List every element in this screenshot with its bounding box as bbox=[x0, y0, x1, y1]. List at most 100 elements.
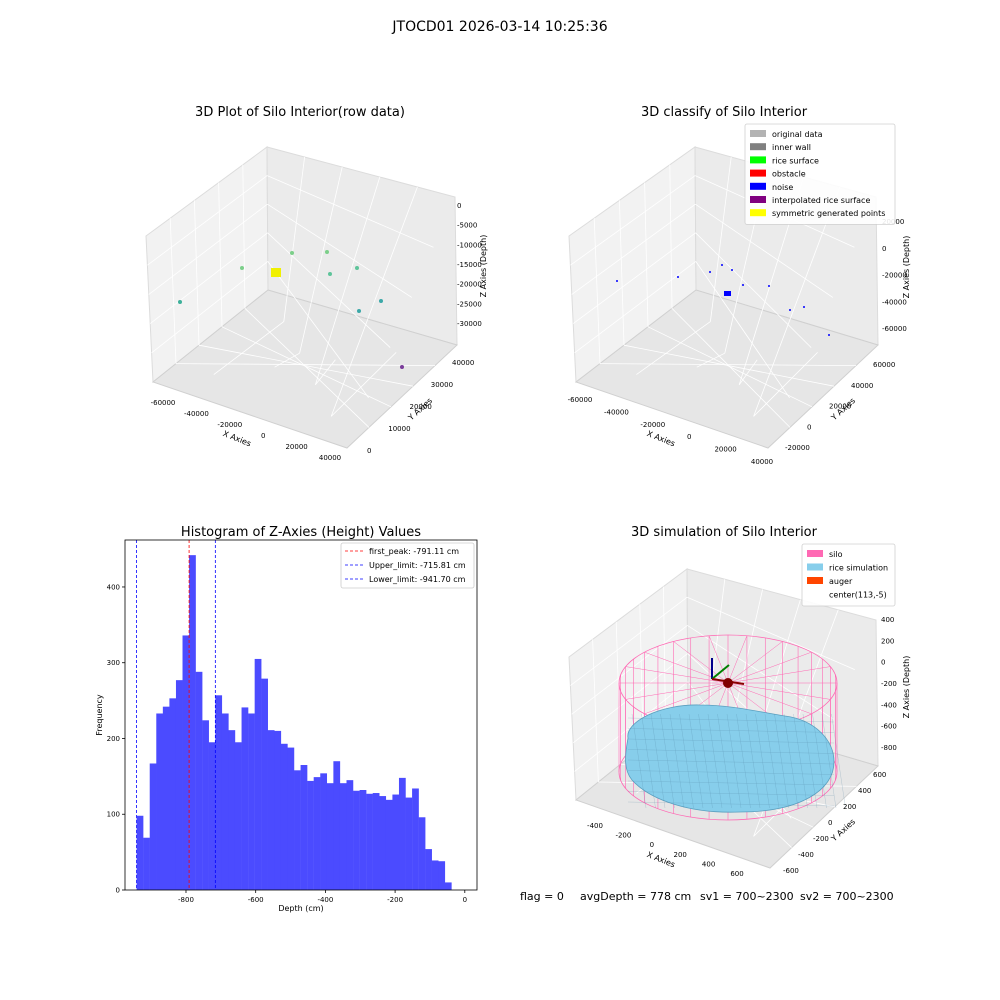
classify-floor-pane bbox=[574, 289, 879, 449]
histogram-legend-frame bbox=[340, 542, 475, 589]
grid-line bbox=[663, 586, 666, 729]
grid-line bbox=[570, 596, 688, 686]
z-tick-label: -40000 bbox=[882, 298, 907, 306]
simulation-legend: silo rice simulation auger center(113,-5) bbox=[801, 543, 896, 607]
grid-line bbox=[299, 166, 343, 354]
classify-legend-swatch bbox=[750, 182, 766, 190]
silo-roof-line bbox=[625, 682, 729, 700]
classify-point bbox=[803, 306, 805, 308]
classify-legend-swatch bbox=[750, 196, 766, 203]
silo-roof-line bbox=[727, 641, 783, 684]
histogram-bar bbox=[385, 799, 393, 890]
grid-line bbox=[593, 218, 601, 364]
simulation-legend-label: center(113,-5) bbox=[829, 591, 887, 600]
histogram-bar bbox=[431, 860, 439, 890]
histogram-bar bbox=[136, 815, 144, 890]
histogram-y-ticks: 0 100 200 300 400 bbox=[107, 583, 125, 895]
grid-line bbox=[738, 359, 758, 386]
x-tick-label: 600 bbox=[730, 870, 743, 878]
x-tick-label: -400 bbox=[587, 822, 603, 830]
simulation-legend-label: rice simulation bbox=[829, 564, 888, 573]
z-tick-label: 400 bbox=[881, 616, 894, 624]
grid-line bbox=[330, 186, 418, 417]
classify-point-cluster bbox=[724, 291, 731, 296]
classify-legend-label: interpolated rice surface bbox=[772, 196, 870, 205]
rice-mesh-line bbox=[627, 738, 835, 744]
histogram-x-ticks: -800 -600 -400 -200 0 bbox=[178, 890, 467, 904]
grid-line bbox=[149, 232, 268, 324]
histogram-bar bbox=[326, 783, 334, 890]
x-tick-label: 0 bbox=[650, 841, 654, 849]
histogram-bar bbox=[202, 720, 209, 890]
y-tick-label: 400 bbox=[858, 787, 871, 795]
histogram-bar bbox=[379, 796, 387, 890]
raw-point bbox=[379, 299, 383, 303]
y-tick-label: 600 bbox=[873, 771, 886, 779]
raw-plot-title: 3D Plot of Silo Interior(row data) bbox=[195, 105, 405, 120]
z-tick-label: -5000 bbox=[457, 222, 477, 230]
rice-mesh-line bbox=[745, 713, 761, 809]
histogram-bar bbox=[149, 763, 157, 890]
classify-legend-swatch bbox=[750, 169, 766, 177]
raw-x-axis-label: X Axies bbox=[222, 429, 253, 448]
simulation-z-axis-label: Z Axies (Depth) bbox=[902, 656, 911, 719]
rice-mesh-line bbox=[717, 713, 732, 809]
x-tick-label: 40000 bbox=[319, 454, 341, 462]
classify-legend-swatch bbox=[750, 209, 766, 217]
classify-legend-swatch bbox=[750, 143, 766, 151]
status-flag: flag = 0 bbox=[520, 890, 564, 903]
simulation-legend-swatch bbox=[807, 550, 823, 557]
rice-mesh-line bbox=[764, 713, 780, 809]
z-tick-label: -30000 bbox=[457, 320, 482, 328]
histogram-bar bbox=[405, 797, 413, 890]
raw-gridlines bbox=[147, 156, 436, 428]
histogram-bar bbox=[307, 780, 314, 890]
grid-line bbox=[696, 352, 725, 368]
y-tick-label: 10000 bbox=[388, 425, 410, 433]
histogram-bar bbox=[280, 743, 288, 890]
y-tick-label: 20000 bbox=[829, 403, 851, 411]
grid-line bbox=[695, 261, 790, 399]
grid-line bbox=[194, 200, 200, 346]
y-tick-label: 40000 bbox=[851, 382, 873, 390]
histogram-bar bbox=[274, 730, 282, 890]
rice-mesh-line bbox=[707, 713, 723, 809]
x-tick-label: 0 bbox=[687, 433, 691, 441]
histogram-panel: Histogram of Z-Axies (Height) Values -80… bbox=[95, 525, 478, 913]
rice-simulation-mesh bbox=[627, 713, 846, 809]
z-tick-label: -25000 bbox=[457, 300, 482, 308]
histogram-legend-label: Lower_limit: -941.70 cm bbox=[369, 575, 466, 584]
x-tick-label: 20000 bbox=[285, 443, 307, 451]
grid-line bbox=[147, 175, 268, 266]
z-tick-label: -200 bbox=[881, 680, 897, 688]
classify-legend-swatch bbox=[750, 156, 766, 164]
grid-line bbox=[274, 352, 300, 368]
histogram-title: Histogram of Z-Axies (Height) Values bbox=[181, 525, 421, 540]
rice-mesh-line bbox=[831, 713, 846, 809]
x-tick-label: 400 bbox=[702, 860, 715, 868]
simulation-3d-panel: 3D simulation of Silo Interior -400 -200 0… bbox=[568, 525, 911, 878]
rice-mesh-line bbox=[736, 713, 751, 809]
x-tick-label: -40000 bbox=[184, 410, 209, 418]
rice-mesh-line bbox=[821, 713, 837, 809]
simulation-z-ticks: 400 200 0 -200 -400 -600 -800 bbox=[881, 616, 897, 752]
x-tick-label: -600 bbox=[248, 896, 264, 904]
raw-point bbox=[357, 309, 361, 313]
grid-line bbox=[572, 232, 696, 324]
grid-line bbox=[571, 203, 696, 295]
y-tick-label: 40000 bbox=[452, 359, 474, 367]
raw-point bbox=[355, 266, 359, 270]
y-tick-label: 60000 bbox=[873, 361, 895, 369]
histogram-bar bbox=[221, 713, 229, 890]
grid-line bbox=[221, 326, 392, 408]
grid-line bbox=[695, 203, 834, 298]
y-tick-label: 0 bbox=[828, 819, 832, 827]
rice-mesh-line bbox=[812, 713, 827, 809]
histogram-bar bbox=[359, 790, 367, 890]
auger-marker bbox=[711, 658, 745, 688]
classify-point bbox=[742, 284, 744, 286]
grid-line bbox=[574, 681, 689, 772]
classify-point bbox=[709, 271, 711, 273]
histogram-y-axis-label: Frequency bbox=[95, 694, 104, 736]
